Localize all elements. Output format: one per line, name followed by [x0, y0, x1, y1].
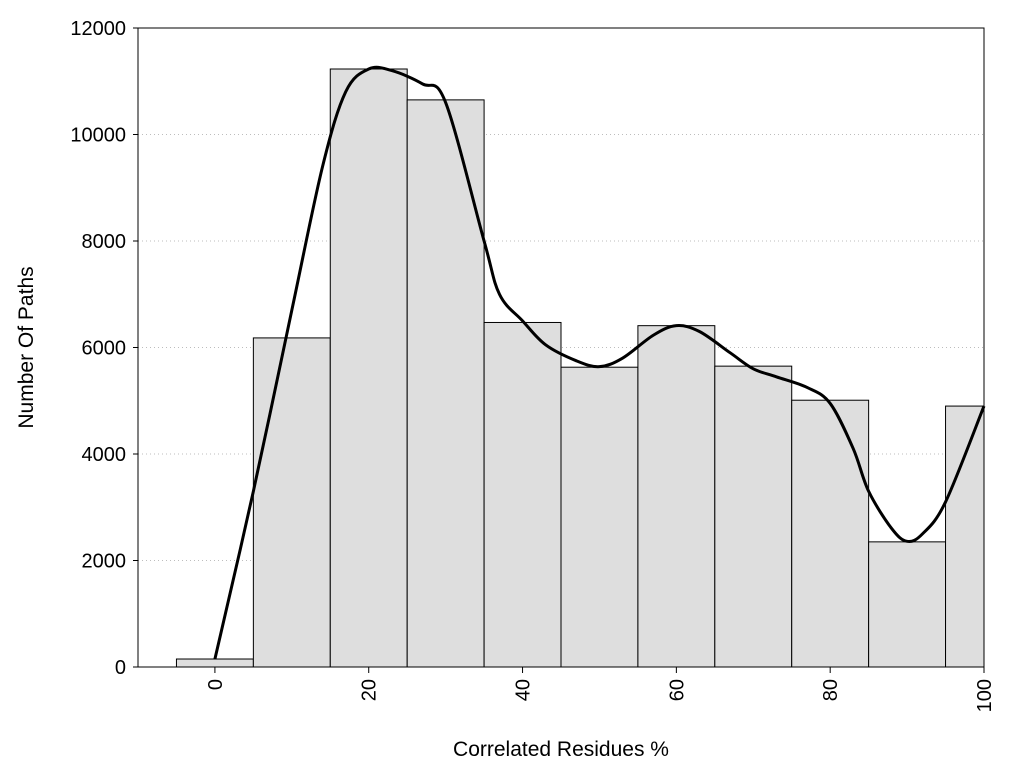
x-tick-label: 100	[974, 679, 996, 712]
x-axis-title: Correlated Residues %	[453, 738, 669, 761]
histogram-bar	[252, 337, 331, 668]
histogram-bar	[175, 658, 254, 668]
y-axis-title: Number Of Paths	[15, 266, 38, 428]
histogram-bar	[868, 541, 947, 668]
histogram-bar	[637, 325, 716, 668]
y-tick-label: 4000	[82, 444, 127, 466]
x-tick-label: 80	[820, 679, 842, 701]
histogram-bar	[945, 405, 985, 668]
y-axis-ticks: 0 2000 4000 6000 8000 10000 12000	[70, 18, 138, 679]
x-axis-ticks: 0 20 40 60 80 100	[205, 667, 996, 712]
x-tick-label: 40	[513, 679, 535, 701]
x-tick-label: 20	[359, 679, 381, 701]
x-tick-label: 0	[205, 679, 227, 690]
histogram-bar	[329, 68, 408, 668]
histogram-bar	[560, 366, 639, 668]
bars	[175, 68, 985, 668]
y-tick-label: 6000	[82, 338, 127, 360]
y-tick-label: 0	[115, 657, 126, 679]
histogram-bar	[483, 321, 562, 668]
y-tick-label: 2000	[82, 551, 127, 573]
histogram-bar	[791, 399, 870, 668]
y-tick-label: 10000	[70, 125, 126, 147]
x-tick-label: 60	[666, 679, 688, 701]
y-tick-label: 8000	[82, 231, 127, 253]
smoothed-curve	[213, 65, 986, 660]
histogram-bar	[714, 365, 793, 668]
y-tick-label: 12000	[70, 18, 126, 40]
histogram-bar	[406, 99, 485, 668]
